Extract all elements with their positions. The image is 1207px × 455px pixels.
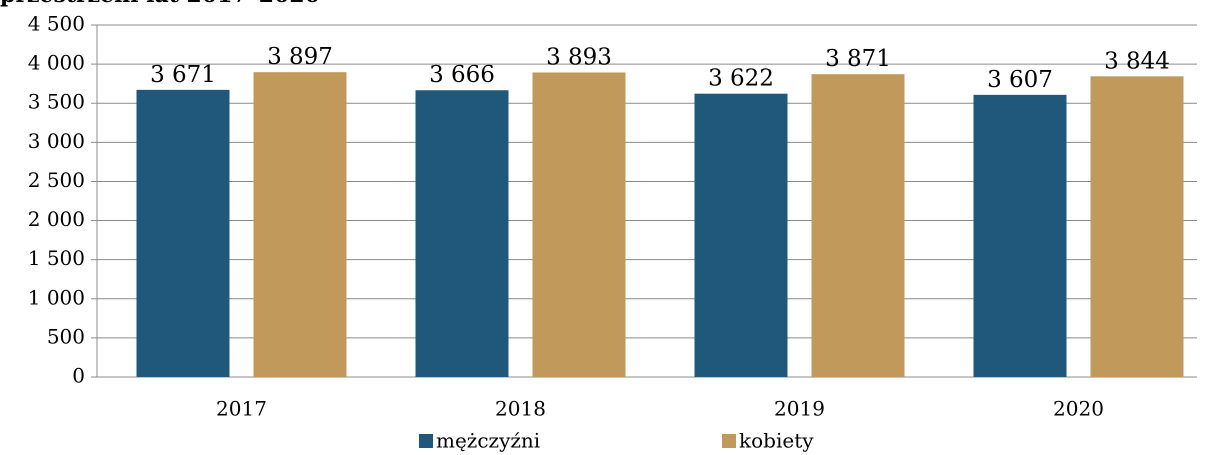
x-tick-label: 2017 <box>216 397 267 421</box>
value-label: 3 671 <box>150 62 216 88</box>
legend-label: mężczyźni <box>436 429 540 453</box>
y-tick-label: 4 000 <box>28 51 85 75</box>
x-tick-label: 2018 <box>495 397 546 421</box>
y-tick-label: 1 500 <box>28 246 85 270</box>
y-tick-label: 4 500 <box>28 12 85 36</box>
y-tick-label: 500 <box>47 324 85 348</box>
value-label: 3 666 <box>429 62 495 88</box>
bar <box>136 89 230 377</box>
legend-swatch <box>722 434 736 448</box>
value-label: 3 607 <box>987 67 1053 93</box>
bar <box>973 94 1067 377</box>
y-tick-label: 3 000 <box>28 129 85 153</box>
y-tick-label: 2 500 <box>28 168 85 192</box>
value-label: 3 622 <box>708 66 774 92</box>
y-tick-label: 0 <box>72 364 85 388</box>
bar <box>811 74 905 377</box>
legend-label: kobiety <box>739 429 814 453</box>
value-label: 3 871 <box>825 46 891 72</box>
x-tick-label: 2020 <box>1053 397 1104 421</box>
bar <box>253 72 347 377</box>
chart-title: przestrzeni lat 2017–2020 <box>0 0 320 8</box>
value-label: 3 893 <box>546 44 612 70</box>
y-tick-label: 2 000 <box>28 207 85 231</box>
bar <box>1090 76 1184 377</box>
bar <box>694 93 788 377</box>
value-label: 3 897 <box>267 44 333 70</box>
y-tick-label: 3 500 <box>28 90 85 114</box>
x-tick-label: 2019 <box>774 397 825 421</box>
value-label: 3 844 <box>1104 48 1170 74</box>
bar <box>532 72 626 377</box>
bar <box>415 90 509 377</box>
y-tick-label: 1 000 <box>28 285 85 309</box>
legend-swatch <box>419 434 433 448</box>
